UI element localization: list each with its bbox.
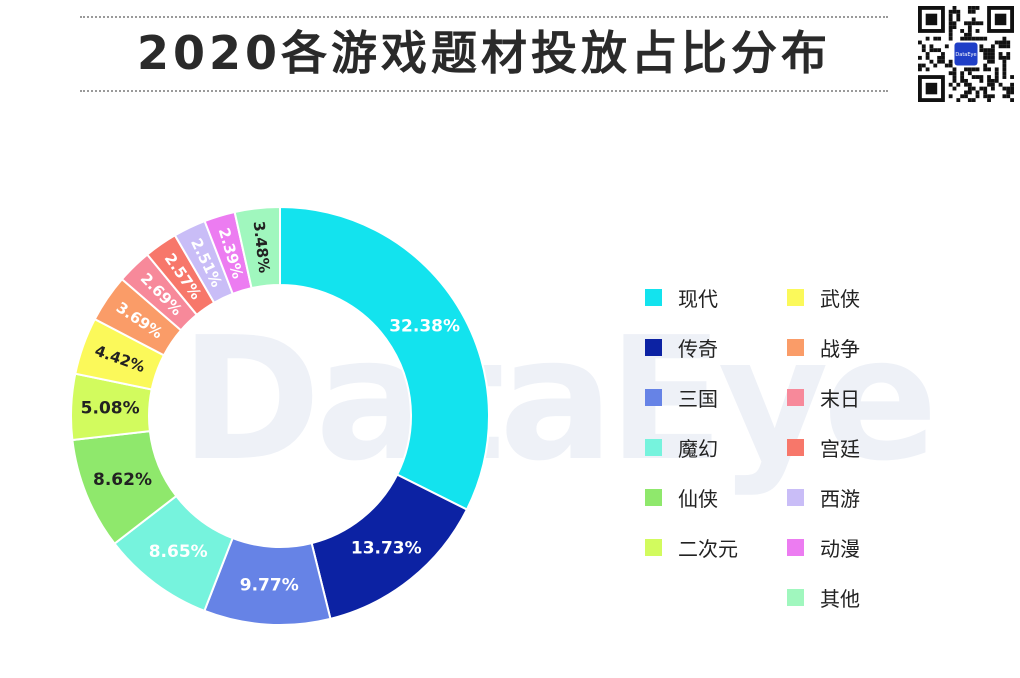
title-rule-top — [80, 16, 888, 18]
slice-0 — [279, 205, 490, 511]
legend-label: 三国 — [678, 386, 718, 411]
legend-label: 二次元 — [678, 536, 738, 561]
legend-label: 魔幻 — [678, 436, 718, 461]
legend-label: 末日 — [820, 386, 860, 411]
slice-label-2: 9.77% — [240, 576, 299, 596]
legend-item-1: 传奇 — [645, 335, 718, 361]
legend-swatch — [787, 538, 804, 556]
legend-swatch — [645, 488, 662, 506]
legend-label: 仙侠 — [678, 486, 718, 511]
slice-label-3: 8.65% — [149, 542, 208, 562]
legend-swatch — [645, 338, 662, 356]
slice-label-5: 5.08% — [81, 398, 140, 418]
legend-label: 其他 — [820, 586, 860, 611]
qr-badge-text: DataEye — [955, 52, 976, 58]
legend-swatch — [645, 288, 662, 306]
watermark: DataEye — [180, 301, 938, 499]
legend-label: 宫廷 — [820, 436, 860, 461]
legend-item-9: 宫廷 — [787, 435, 860, 461]
legend-swatch — [645, 388, 662, 406]
legend-item-12: 其他 — [787, 585, 860, 611]
legend-label: 动漫 — [820, 536, 860, 561]
legend-swatch — [787, 438, 804, 456]
legend-swatch — [645, 538, 662, 556]
legend-item-3: 魔幻 — [645, 435, 718, 461]
legend-item-10: 西游 — [787, 485, 860, 511]
legend-item-11: 动漫 — [787, 535, 860, 561]
legend-item-7: 战争 — [787, 335, 860, 361]
slice-label-1: 13.73% — [351, 539, 422, 559]
title-rule-bottom — [80, 90, 888, 92]
legend-swatch — [787, 588, 804, 606]
legend-item-0: 现代 — [645, 285, 718, 311]
legend-item-4: 仙侠 — [645, 485, 718, 511]
legend-item-2: 三国 — [645, 385, 718, 411]
legend-item-8: 末日 — [787, 385, 860, 411]
legend-label: 西游 — [820, 486, 860, 511]
legend-label: 武侠 — [820, 286, 860, 311]
legend-swatch — [787, 338, 804, 356]
legend-item-6: 武侠 — [787, 285, 860, 311]
slice-label-4: 8.62% — [93, 470, 152, 490]
qr-code-icon: DataEye — [918, 6, 1014, 102]
slice-12 — [233, 205, 281, 290]
legend-swatch — [787, 288, 804, 306]
legend-swatch — [787, 488, 804, 506]
legend-swatch — [787, 388, 804, 406]
legend-label: 战争 — [820, 336, 860, 361]
legend-label: 现代 — [678, 286, 718, 311]
slice-label-0: 32.38% — [389, 317, 460, 337]
legend-label: 传奇 — [678, 336, 718, 361]
page-title: 2020各游戏题材投放占比分布 — [136, 26, 832, 80]
slice-label-12: 3.48% — [250, 220, 274, 274]
legend-item-5: 二次元 — [645, 535, 738, 561]
legend-swatch — [645, 438, 662, 456]
